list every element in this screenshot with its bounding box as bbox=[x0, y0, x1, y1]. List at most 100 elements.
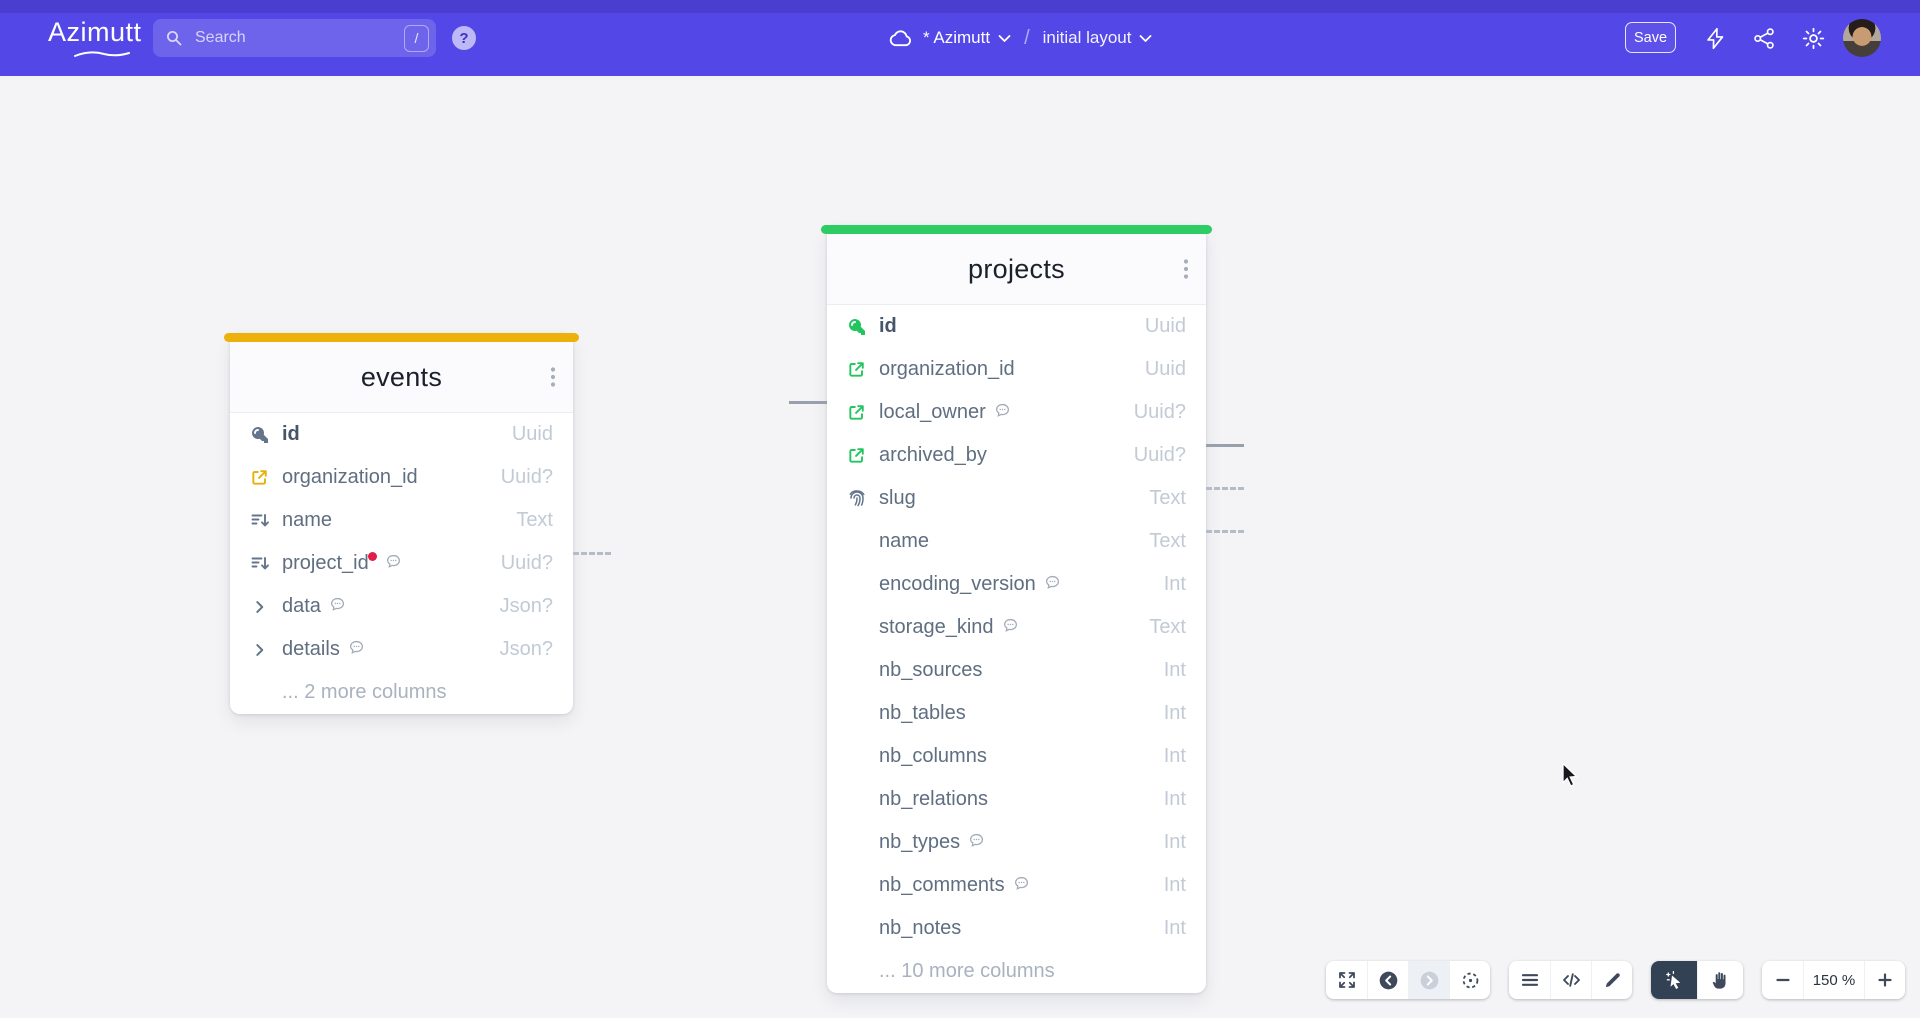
search-box[interactable]: / bbox=[153, 19, 436, 57]
toolbar-group: 150 % bbox=[1762, 961, 1905, 999]
comment-icon bbox=[1013, 875, 1030, 892]
column-name: nb_comments bbox=[879, 874, 1005, 896]
zoom-label[interactable]: 150 % bbox=[1803, 961, 1864, 999]
select-tool-button[interactable] bbox=[1651, 961, 1697, 999]
fit-view-button[interactable] bbox=[1449, 961, 1490, 999]
column-name: nb_sources bbox=[879, 659, 983, 681]
column-row[interactable]: project_id Uuid? bbox=[230, 542, 573, 585]
gear-icon[interactable] bbox=[1801, 26, 1826, 56]
search-input[interactable] bbox=[193, 28, 404, 48]
redo-button[interactable] bbox=[1408, 961, 1449, 999]
column-type: Uuid bbox=[1144, 358, 1186, 380]
comment-icon bbox=[385, 553, 402, 570]
project-breadcrumb: * Azimutt / initial layout bbox=[888, 0, 1152, 76]
column-name: name bbox=[879, 530, 930, 552]
more-columns[interactable]: ... 10 more columns bbox=[879, 960, 1055, 982]
table-title[interactable]: projects bbox=[968, 253, 1065, 284]
comment-icon bbox=[968, 832, 985, 849]
table-header[interactable]: events bbox=[230, 342, 573, 413]
column-name: archived_by bbox=[879, 444, 987, 466]
column-row[interactable]: id Uuid bbox=[827, 305, 1206, 348]
external-link-icon bbox=[846, 445, 867, 466]
no-icon bbox=[846, 875, 867, 896]
pan-tool-button[interactable] bbox=[1697, 961, 1743, 999]
column-type: Text bbox=[1149, 530, 1186, 552]
project-menu[interactable]: * Azimutt bbox=[888, 27, 1011, 49]
layout-name: initial layout bbox=[1042, 28, 1132, 47]
more-columns[interactable]: ... 2 more columns bbox=[282, 681, 447, 703]
share-icon[interactable] bbox=[1752, 26, 1777, 56]
chevron-down-icon bbox=[998, 34, 1011, 43]
column-name: slug bbox=[879, 487, 916, 509]
quick-actions-bolt-icon[interactable] bbox=[1703, 26, 1728, 56]
column-row[interactable]: nb_comments Int bbox=[827, 864, 1206, 907]
chevron-right-icon bbox=[249, 596, 270, 617]
comment-icon bbox=[329, 596, 346, 613]
layout-menu[interactable]: initial layout bbox=[1043, 28, 1153, 48]
column-type: Text bbox=[516, 509, 553, 531]
column-row[interactable]: details Json? bbox=[230, 628, 573, 671]
notification-dot bbox=[367, 552, 377, 561]
avatar[interactable] bbox=[1843, 19, 1881, 57]
column-row[interactable]: local_owner Uuid? bbox=[827, 391, 1206, 434]
zoom-out-button[interactable] bbox=[1762, 961, 1803, 999]
search-icon bbox=[165, 29, 183, 47]
kebab-menu-icon[interactable] bbox=[1179, 257, 1193, 281]
column-row[interactable]: data Json? bbox=[230, 585, 573, 628]
kebab-menu-icon[interactable] bbox=[546, 365, 560, 389]
column-type: Int bbox=[1163, 745, 1186, 767]
zoom-in-button[interactable] bbox=[1864, 961, 1905, 999]
column-name: local_owner bbox=[879, 401, 986, 423]
column-row[interactable]: nb_notes Int bbox=[827, 907, 1206, 950]
column-type: Int bbox=[1163, 831, 1186, 853]
column-row[interactable]: nb_relations Int bbox=[827, 778, 1206, 821]
save-button[interactable]: Save bbox=[1625, 22, 1676, 53]
column-row[interactable]: name Text bbox=[827, 520, 1206, 563]
diagram-canvas[interactable]: events id Uuid organization_id Uuid? name Tex… bbox=[0, 76, 1920, 1018]
table-card-events[interactable]: events id Uuid organization_id Uuid? name Tex… bbox=[224, 333, 579, 714]
column-row[interactable]: nb_tables Int bbox=[827, 692, 1206, 735]
index-icon bbox=[249, 510, 270, 531]
column-type: Json? bbox=[499, 638, 553, 660]
index-icon bbox=[249, 553, 270, 574]
table-card-projects[interactable]: projects id Uuid organization_id Uuid local_… bbox=[821, 225, 1212, 993]
column-type: Uuid? bbox=[1133, 401, 1186, 423]
column-name: id bbox=[879, 315, 897, 337]
column-name: storage_kind bbox=[879, 616, 994, 638]
column-row[interactable]: slug Text bbox=[827, 477, 1206, 520]
table-title[interactable]: events bbox=[360, 361, 443, 392]
column-type: Int bbox=[1163, 702, 1186, 724]
edit-button[interactable] bbox=[1591, 961, 1632, 999]
chevron-right-icon bbox=[249, 639, 270, 660]
column-name: details bbox=[282, 638, 340, 660]
column-type: Int bbox=[1163, 874, 1186, 896]
help-icon[interactable]: ? bbox=[452, 26, 476, 50]
cloud-icon bbox=[888, 27, 915, 49]
no-icon bbox=[846, 617, 867, 638]
column-row[interactable]: name Text bbox=[230, 499, 573, 542]
column-row[interactable]: id Uuid bbox=[230, 413, 573, 456]
column-row[interactable]: nb_sources Int bbox=[827, 649, 1206, 692]
column-row[interactable]: encoding_version Int bbox=[827, 563, 1206, 606]
column-row[interactable]: organization_id Uuid bbox=[827, 348, 1206, 391]
key-icon bbox=[249, 424, 270, 445]
column-row[interactable]: storage_kind Text bbox=[827, 606, 1206, 649]
column-row[interactable]: nb_types Int bbox=[827, 821, 1206, 864]
column-type: Uuid bbox=[1144, 315, 1186, 337]
fullscreen-button[interactable] bbox=[1326, 961, 1367, 999]
breadcrumb-separator: / bbox=[1024, 26, 1030, 49]
column-name: data bbox=[282, 595, 321, 617]
source-code-button[interactable] bbox=[1550, 961, 1591, 999]
table-header[interactable]: projects bbox=[827, 234, 1206, 305]
relation-stub bbox=[573, 551, 611, 555]
undo-button[interactable] bbox=[1367, 961, 1408, 999]
column-name: nb_types bbox=[879, 831, 961, 853]
column-name: id bbox=[282, 423, 300, 445]
tables-list-button[interactable] bbox=[1509, 961, 1550, 999]
app-logo[interactable]: Azimutt bbox=[48, 17, 142, 47]
column-row[interactable]: archived_by Uuid? bbox=[827, 434, 1206, 477]
column-row[interactable]: organization_id Uuid? bbox=[230, 456, 573, 499]
relation-stub bbox=[1206, 529, 1244, 533]
relation-stub bbox=[1206, 443, 1244, 447]
column-row[interactable]: nb_columns Int bbox=[827, 735, 1206, 778]
